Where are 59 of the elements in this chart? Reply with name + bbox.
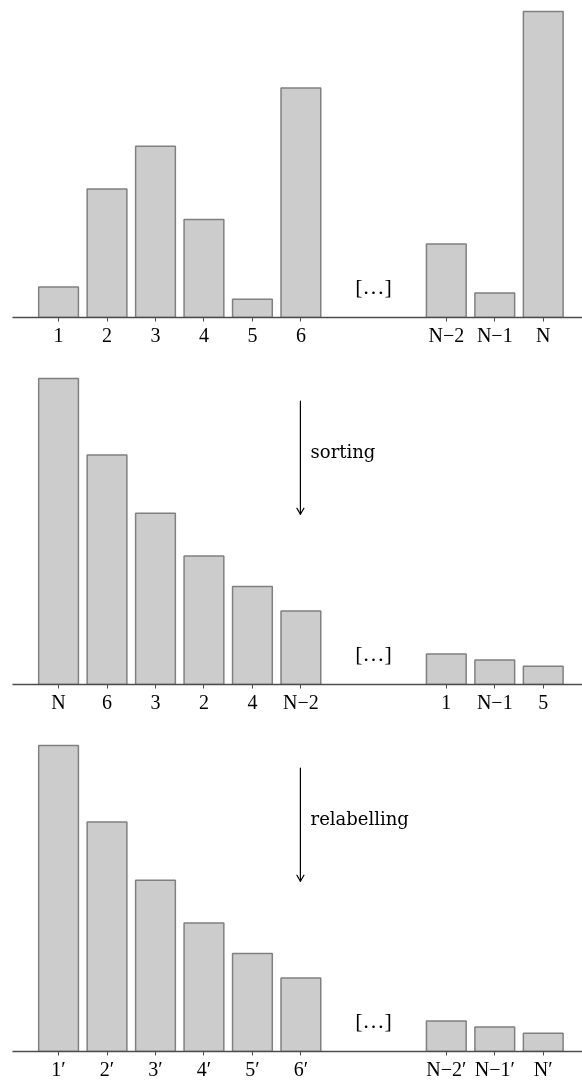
annotation: […] <box>355 274 392 300</box>
x-tick-label: 2′ <box>99 1057 115 1080</box>
bar <box>37 744 80 1052</box>
annotation: relabelling <box>310 808 409 830</box>
bar <box>86 454 128 685</box>
x-tick-label: 3′ <box>148 1057 163 1080</box>
bar <box>134 512 177 685</box>
x-tick-label: 4 <box>247 690 258 713</box>
annotation: sorting <box>310 441 376 463</box>
bar <box>86 821 128 1052</box>
bar <box>425 1020 467 1052</box>
annotation: […] <box>355 1008 392 1034</box>
x-tick-label: 3 <box>150 323 161 346</box>
x-tick-label: N−1 <box>476 323 513 346</box>
x-tick-label: 5 <box>247 323 258 346</box>
bar <box>280 977 322 1052</box>
x-tick-label: N <box>51 690 66 713</box>
x-tick-label: 1′ <box>51 1057 66 1080</box>
bar <box>474 1026 516 1052</box>
bar <box>474 659 516 685</box>
bar <box>522 665 564 685</box>
x-tick-label: N−2 <box>283 690 319 713</box>
bar <box>231 952 274 1052</box>
bar <box>522 1032 564 1052</box>
bar <box>231 298 274 318</box>
x-tick-label: 3 <box>150 690 161 713</box>
bar <box>183 555 225 685</box>
bar <box>231 585 274 685</box>
x-tick-label: 4′ <box>196 1057 212 1080</box>
x-tick-label: 5 <box>538 690 549 713</box>
bar <box>37 377 80 685</box>
bar <box>37 286 80 318</box>
bar <box>280 610 322 685</box>
x-tick-label: 6 <box>295 323 306 346</box>
bar <box>425 653 467 685</box>
bar <box>425 243 467 318</box>
bar <box>183 218 225 318</box>
bar <box>183 922 225 1052</box>
bar <box>474 292 516 318</box>
bar <box>522 10 564 318</box>
bar <box>134 145 177 318</box>
bar <box>86 188 128 318</box>
x-tick-label: 6′ <box>293 1057 309 1080</box>
x-tick-label: N−2′ <box>426 1057 467 1080</box>
x-tick-label: N−1′ <box>474 1057 515 1080</box>
x-tick-label: 4 <box>198 323 209 346</box>
x-tick-label: 2 <box>198 690 209 713</box>
bar <box>280 87 322 318</box>
x-tick-label: 2 <box>102 323 113 346</box>
x-tick-label: N′ <box>533 1057 553 1080</box>
x-tick-label: 1 <box>441 690 452 713</box>
x-tick-label: N <box>536 323 551 346</box>
bar <box>134 879 177 1052</box>
x-tick-label: N−1 <box>476 690 513 713</box>
x-tick-label: 5′ <box>245 1057 260 1080</box>
annotation: […] <box>355 641 392 667</box>
x-tick-label: 1 <box>53 323 64 346</box>
x-tick-label: N−2 <box>428 323 465 346</box>
x-tick-label: 6 <box>102 690 113 713</box>
